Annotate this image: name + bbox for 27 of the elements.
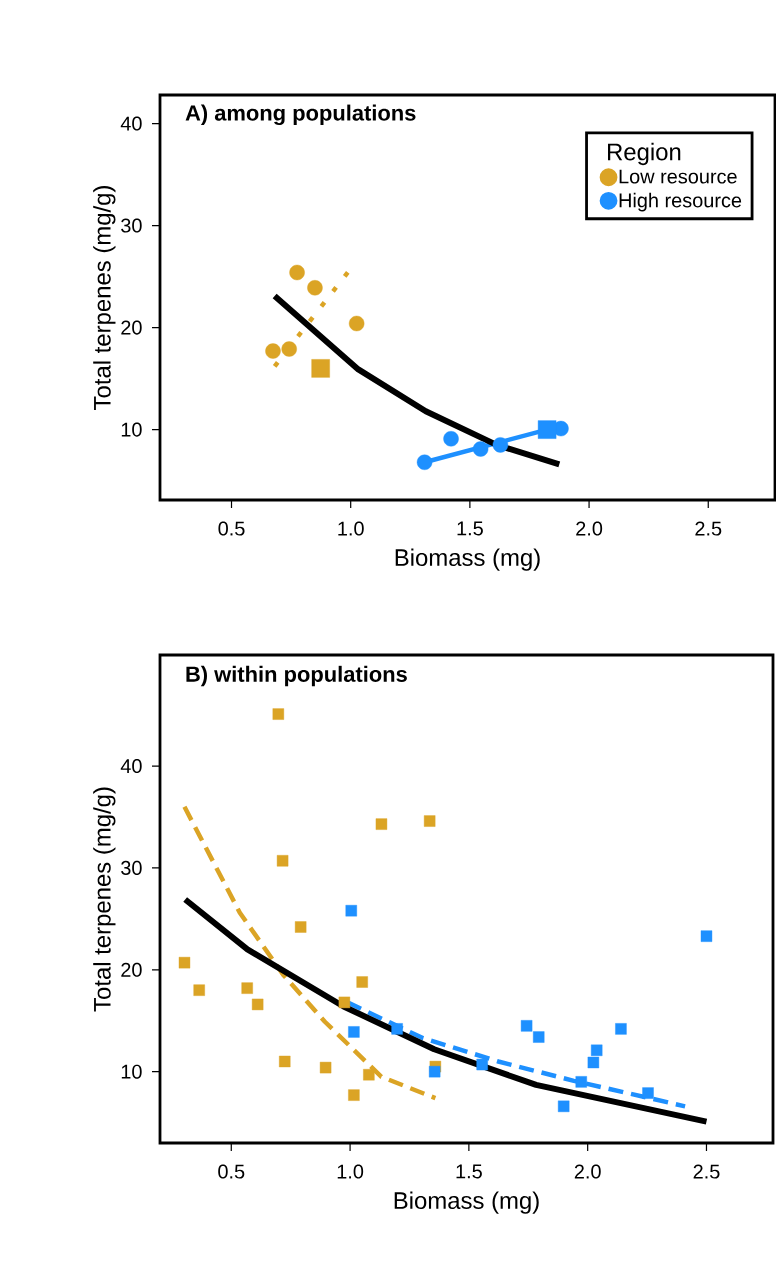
legend-title: Region [607,142,681,166]
legend-label: High resource [619,192,741,212]
x-tick-label: 2.0 [574,1164,601,1179]
x-tick-label: 0.5 [218,1164,245,1179]
x-tick-label: 1.5 [457,521,483,536]
x-axis-title: Biomass (mg) [395,548,540,571]
x-tick-label: 2.5 [695,521,722,536]
y-tick-label: 30 [120,218,142,233]
y-axis-title: Total terpenes (mg/g) [93,787,116,1012]
x-tick-label: 1.0 [337,1164,363,1179]
y-tick-label: 20 [121,320,142,335]
y-tick-label: 40 [120,116,142,131]
y-tick-label: 30 [120,860,142,875]
y-axis-title: Total terpenes (mg/g) [93,186,116,410]
chart-title: A) among populations [185,104,416,126]
x-tick-label: 1.0 [338,521,364,536]
y-tick-label: 40 [120,758,142,774]
y-tick-label: 20 [121,962,142,977]
y-tick-label: 10 [121,422,142,437]
legend-label: Low resource [619,169,737,184]
x-tick-label: 0.5 [218,521,245,536]
x-axis-title: Biomass (mg) [394,1191,539,1214]
x-tick-label: 1.5 [456,1164,482,1179]
chart-title: B) within populations [186,665,407,687]
x-tick-label: 2.0 [576,521,602,536]
y-tick-label: 10 [121,1064,142,1079]
x-tick-label: 2.5 [693,1164,720,1179]
